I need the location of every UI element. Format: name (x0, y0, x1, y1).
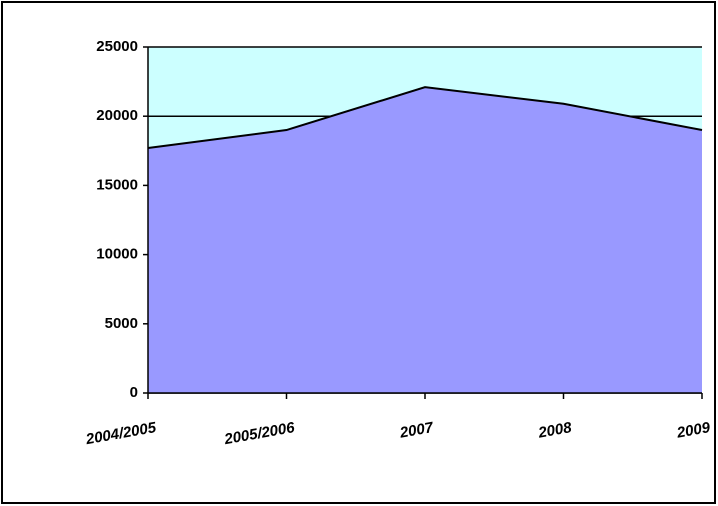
x-tick-label: 2009 (675, 419, 712, 442)
y-tick-label: 20000 (96, 107, 138, 124)
y-tick-label: 25000 (96, 38, 138, 55)
area-line (147, 86, 703, 150)
y-tick-label: 0 (130, 384, 138, 401)
area (148, 87, 702, 394)
y-tick-label: 5000 (105, 315, 138, 332)
y-tick-label: 10000 (96, 246, 138, 263)
x-tick-label: 2007 (398, 419, 435, 442)
x-tick-label: 2008 (536, 419, 573, 442)
y-tick-label: 15000 (96, 176, 138, 193)
